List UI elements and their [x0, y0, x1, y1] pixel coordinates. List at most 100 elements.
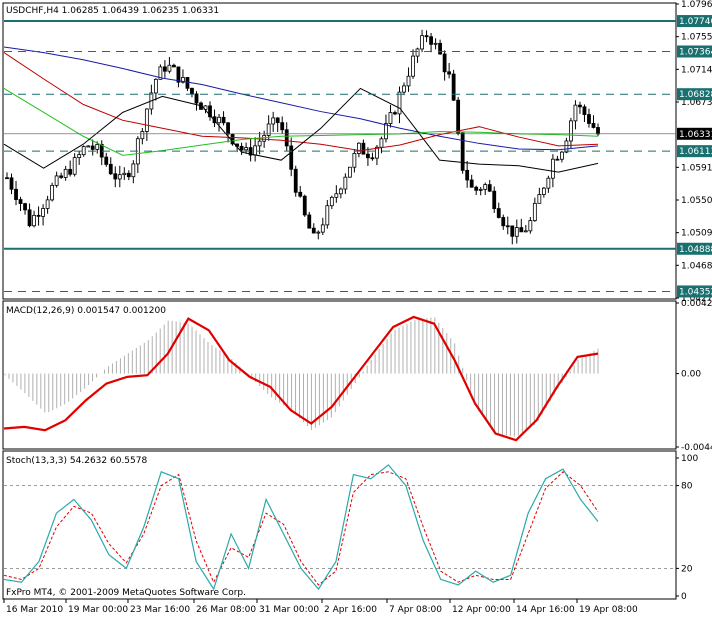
- candle-body: [424, 35, 429, 38]
- candle-body: [307, 214, 312, 229]
- stoch-axis-label: 80: [681, 482, 693, 492]
- candle-body: [181, 77, 185, 83]
- candle-body: [460, 132, 465, 171]
- candle-body: [176, 66, 181, 83]
- candle-body: [95, 144, 100, 150]
- candle-body: [519, 227, 524, 233]
- candle-body: [293, 168, 298, 193]
- candle-body: [366, 153, 370, 159]
- stoch-axis-label: 100: [681, 454, 698, 464]
- candle-body: [239, 145, 244, 151]
- candle-body: [212, 116, 217, 124]
- candle-body: [311, 227, 316, 234]
- time-axis-label: 26 Mar 08:00: [196, 605, 256, 615]
- candle-body: [86, 145, 91, 148]
- candle-body: [537, 194, 542, 204]
- candle-body: [487, 184, 492, 192]
- price-level-tag: [677, 242, 712, 255]
- price-series-layer: [3, 29, 600, 245]
- time-axis-label: 7 Apr 08:00: [389, 605, 442, 615]
- candle-body: [347, 166, 352, 178]
- candle-body: [528, 220, 533, 232]
- price-level-tag-text: 1.06113: [679, 147, 712, 157]
- candle-body: [158, 66, 163, 80]
- candle-body: [338, 188, 343, 195]
- macd-axis-label: 0.00: [681, 370, 701, 380]
- price-level-tag-text: 1.06331: [679, 130, 712, 140]
- candle-body: [72, 157, 77, 175]
- candle-body: [492, 190, 497, 209]
- time-axis-label: 2 Apr 16:00: [324, 605, 377, 615]
- macd-axis-label: 0.00424: [681, 299, 712, 309]
- price-level-tag-text: 1.06828: [679, 90, 712, 100]
- stoch-signal-line: [3, 471, 599, 586]
- candle-body: [478, 188, 483, 191]
- moving-average-line: [3, 87, 599, 173]
- price-level-tag-text: 1.07746: [679, 17, 712, 27]
- candle-body: [284, 129, 289, 147]
- candle-body: [9, 177, 14, 190]
- price-axis-label: 1.04270: [681, 294, 712, 304]
- time-axis-label: 14 Apr 16:00: [516, 605, 575, 615]
- candle-body: [523, 230, 528, 233]
- candle-body: [90, 145, 95, 150]
- candle-body: [501, 217, 506, 227]
- candle-body: [406, 75, 411, 87]
- candle-body: [560, 151, 564, 160]
- macd-axis-label: -0.00441: [681, 443, 712, 453]
- moving-average-line: [3, 52, 599, 152]
- candle-body: [221, 116, 226, 124]
- price-axis-label: 1.07960: [681, 0, 712, 10]
- candle-body: [555, 158, 560, 161]
- macd-pane-border: [2, 300, 677, 450]
- time-axis-label: 23 Mar 16:00: [130, 605, 190, 615]
- price-axis-label: 1.07550: [681, 33, 712, 43]
- candle-body: [32, 214, 36, 227]
- chart-header: USDCHF,H4 1.06285 1.06439 1.06235 1.0633…: [6, 6, 219, 16]
- price-level-tag-text: 1.04888: [679, 245, 712, 255]
- candle-body: [140, 131, 145, 140]
- candle-body: [573, 104, 578, 122]
- price-axis-label: 1.07140: [681, 65, 712, 75]
- candle-body: [131, 163, 136, 178]
- candle-body: [77, 154, 82, 159]
- candle-body: [122, 172, 127, 176]
- price-level-tag-text: 1.04352: [679, 287, 712, 297]
- candle-body: [388, 112, 393, 124]
- time-axis-label: 19 Apr 08:00: [579, 605, 638, 615]
- candle-body: [194, 93, 199, 104]
- candle-body: [329, 196, 334, 207]
- candle-body: [253, 145, 258, 156]
- candle-body: [415, 48, 420, 57]
- candle-body: [550, 158, 555, 179]
- candle-body: [41, 208, 45, 217]
- candle-body: [456, 99, 461, 134]
- candle-body: [217, 116, 221, 124]
- candle-body: [172, 64, 176, 68]
- candle-body: [483, 184, 488, 190]
- horizontal-levels: [4, 20, 676, 292]
- stoch-series-layer: [3, 464, 676, 591]
- candle-body: [27, 209, 32, 227]
- candle-body: [384, 123, 388, 140]
- price-axis-label: 1.06730: [681, 98, 712, 108]
- candle-body: [514, 227, 519, 237]
- macd-series-layer: [3, 315, 599, 442]
- candle-body: [352, 153, 357, 168]
- candle-body: [564, 140, 569, 153]
- candle-body: [271, 117, 276, 125]
- axis-labels-layer: 1.07960 1.07550 1.07140 1.06730 1.05910 1.055…: [3, 0, 712, 615]
- candle-body: [438, 42, 442, 55]
- price-axis-label: 1.04680: [681, 261, 712, 271]
- candle-body: [375, 146, 379, 159]
- candle-body: [81, 146, 86, 156]
- candle-body: [208, 105, 212, 118]
- candle-body: [163, 66, 167, 72]
- candle-body: [36, 214, 41, 217]
- candle-body: [320, 224, 325, 233]
- candle-body: [23, 203, 27, 211]
- candle-body: [59, 175, 64, 178]
- candle-body: [442, 53, 447, 73]
- candle-body: [510, 225, 515, 237]
